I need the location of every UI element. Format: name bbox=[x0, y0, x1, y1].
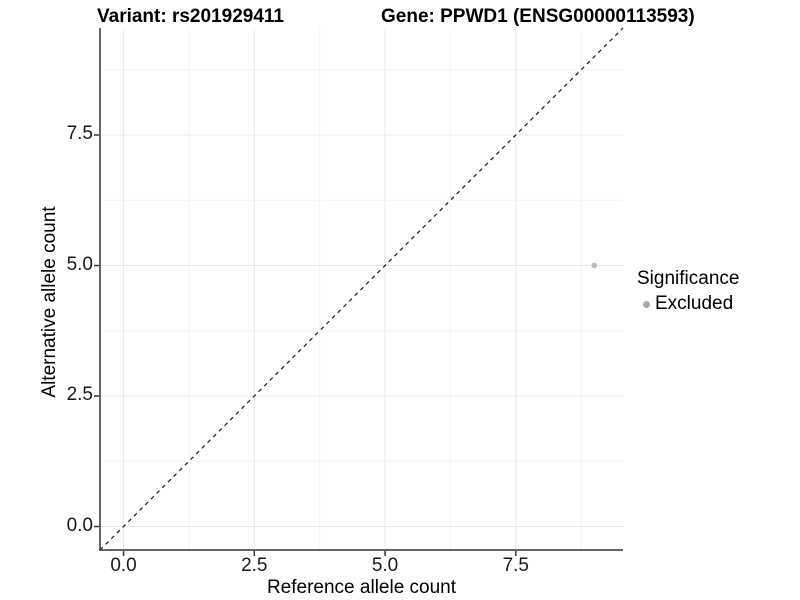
x-axis-title: Reference allele count bbox=[266, 577, 457, 598]
legend-entry: Excluded bbox=[643, 293, 739, 315]
y-tick-label: 5.0 bbox=[66, 253, 93, 275]
y-axis-title: Alternative allele count bbox=[39, 206, 60, 398]
legend-title: Significance bbox=[637, 268, 740, 289]
axis-lines bbox=[99, 28, 623, 551]
x-tick-label: 0.0 bbox=[110, 555, 137, 576]
data-point bbox=[591, 262, 598, 269]
y-tick-label: 7.5 bbox=[66, 123, 93, 145]
y-tick-label: 2.5 bbox=[66, 384, 93, 406]
x-tick-label: 7.5 bbox=[502, 555, 529, 576]
y-tick-label: 0.0 bbox=[66, 514, 93, 536]
x-tick-label: 5.0 bbox=[371, 555, 399, 576]
plot-title-variant: Variant: rs201929411 bbox=[97, 6, 284, 27]
plot-title-gene: Gene: PPWD1 (ENSG00000113593) bbox=[381, 6, 695, 27]
legend-entry-label: Excluded bbox=[655, 293, 734, 314]
x-tick-label: 2.5 bbox=[241, 555, 268, 576]
minor-gridlines bbox=[100, 28, 623, 550]
tick-marks bbox=[94, 134, 517, 556]
identity-line bbox=[99, 27, 624, 551]
major-gridlines bbox=[100, 28, 623, 550]
identity-line-segment bbox=[99, 27, 624, 551]
legend: Significance Excluded bbox=[637, 267, 739, 315]
legend-entries: Excluded bbox=[637, 293, 739, 315]
legend-marker-circle-icon bbox=[643, 300, 650, 308]
data-points bbox=[591, 262, 598, 269]
